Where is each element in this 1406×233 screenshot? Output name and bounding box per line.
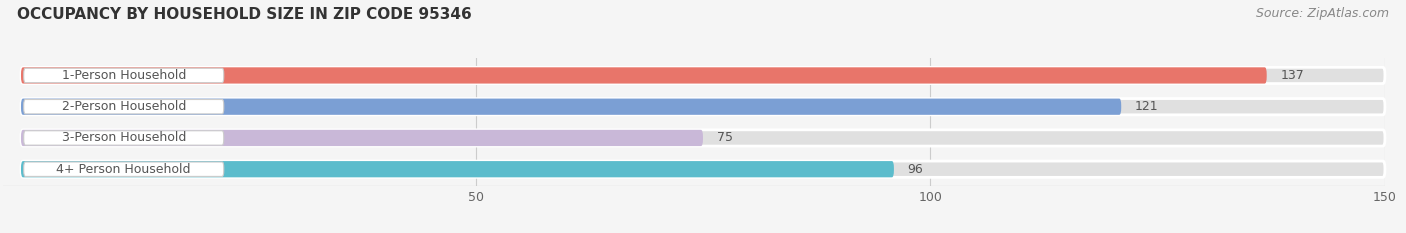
Text: 1-Person Household: 1-Person Household	[62, 69, 186, 82]
Text: 75: 75	[717, 131, 733, 144]
FancyBboxPatch shape	[21, 67, 1267, 84]
Text: 121: 121	[1135, 100, 1159, 113]
FancyBboxPatch shape	[24, 131, 224, 145]
FancyBboxPatch shape	[24, 162, 224, 176]
Text: 2-Person Household: 2-Person Household	[62, 100, 186, 113]
FancyBboxPatch shape	[24, 68, 224, 83]
Text: 3-Person Household: 3-Person Household	[62, 131, 186, 144]
Text: Source: ZipAtlas.com: Source: ZipAtlas.com	[1256, 7, 1389, 20]
FancyBboxPatch shape	[21, 99, 1385, 115]
FancyBboxPatch shape	[21, 67, 1385, 84]
Text: 96: 96	[907, 163, 924, 176]
FancyBboxPatch shape	[21, 130, 703, 146]
FancyBboxPatch shape	[21, 130, 1385, 146]
Text: 137: 137	[1281, 69, 1305, 82]
Text: OCCUPANCY BY HOUSEHOLD SIZE IN ZIP CODE 95346: OCCUPANCY BY HOUSEHOLD SIZE IN ZIP CODE …	[17, 7, 471, 22]
FancyBboxPatch shape	[24, 99, 224, 114]
FancyBboxPatch shape	[21, 99, 1121, 115]
Text: 4+ Person Household: 4+ Person Household	[56, 163, 191, 176]
FancyBboxPatch shape	[21, 161, 894, 177]
FancyBboxPatch shape	[21, 161, 1385, 177]
